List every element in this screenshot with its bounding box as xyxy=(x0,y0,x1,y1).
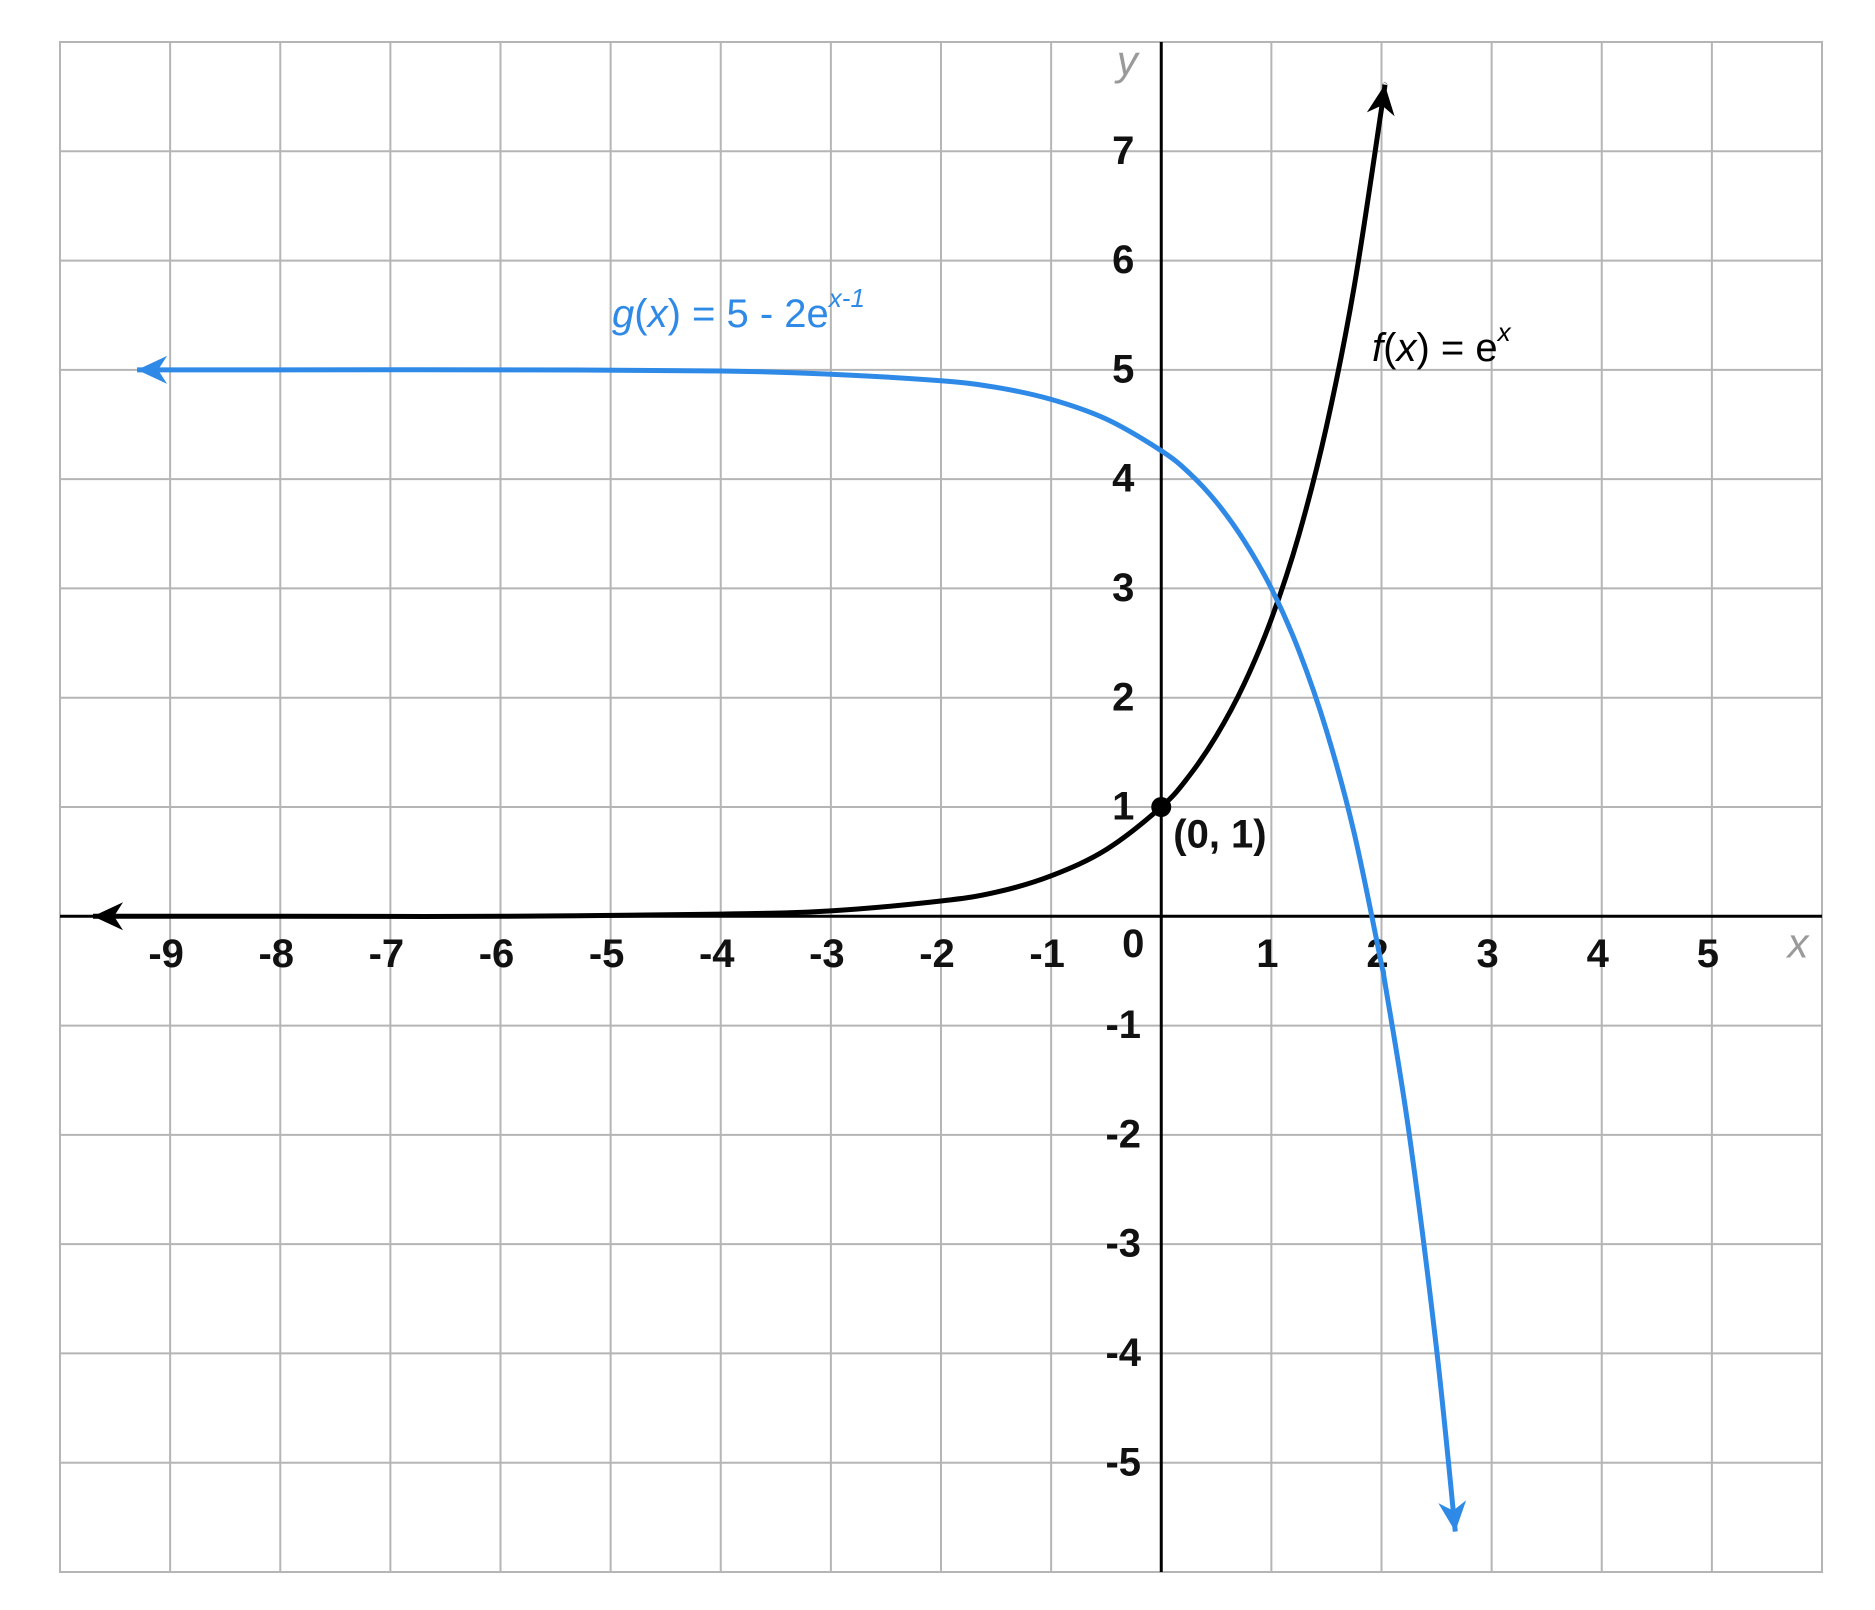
x-tick-label: 1 xyxy=(1256,932,1278,976)
label-part: ) = 5 - 2e xyxy=(668,292,829,336)
curve-label: f(x) = ex xyxy=(1372,317,1512,370)
y-tick-label: -4 xyxy=(1105,1331,1141,1375)
y-tick-label: 7 xyxy=(1112,129,1134,173)
y-tick-label: 6 xyxy=(1112,238,1134,282)
x-tick-label: 0 xyxy=(1122,922,1144,966)
x-tick-label: -8 xyxy=(258,932,294,976)
x-tick-label: -7 xyxy=(369,932,405,976)
x-axis-label: x xyxy=(1786,919,1811,966)
y-tick-label: -2 xyxy=(1105,1112,1141,1156)
x-tick-label: -4 xyxy=(699,932,735,976)
x-tick-label: 3 xyxy=(1477,932,1499,976)
x-tick-label: -3 xyxy=(809,932,845,976)
curve-label: g(x) = 5 - 2ex-1 xyxy=(612,283,865,336)
x-tick-label: 5 xyxy=(1697,932,1719,976)
label-part: ) = e xyxy=(1416,326,1497,370)
y-tick-label: -1 xyxy=(1105,1003,1141,1047)
label-part: x-1 xyxy=(827,283,865,313)
y-tick-label: 1 xyxy=(1112,785,1134,829)
y-tick-label: 3 xyxy=(1112,566,1134,610)
label-part: ( xyxy=(1383,326,1397,370)
y-tick-label: -5 xyxy=(1105,1440,1141,1484)
label-part: x xyxy=(1394,326,1418,370)
x-tick-label: -1 xyxy=(1029,932,1065,976)
y-tick-label: 2 xyxy=(1112,675,1134,719)
y-tick-label: 5 xyxy=(1112,347,1134,391)
y-axis-label: y xyxy=(1114,37,1141,84)
x-tick-label: -9 xyxy=(148,932,184,976)
y-tick-label: 4 xyxy=(1112,457,1135,501)
curve xyxy=(137,355,1467,1532)
x-tick-label: 4 xyxy=(1587,932,1610,976)
x-tick-label: -6 xyxy=(479,932,515,976)
label-part: x xyxy=(1496,317,1512,347)
label-part: g xyxy=(612,292,634,336)
curve xyxy=(93,82,1395,931)
label-part: ( xyxy=(634,292,648,336)
y-tick-label: -3 xyxy=(1105,1222,1141,1266)
x-tick-label: -2 xyxy=(919,932,955,976)
point-label: (0, 1) xyxy=(1173,813,1266,857)
x-tick-label: -5 xyxy=(589,932,625,976)
label-part: x xyxy=(646,292,670,336)
point xyxy=(1151,797,1172,817)
